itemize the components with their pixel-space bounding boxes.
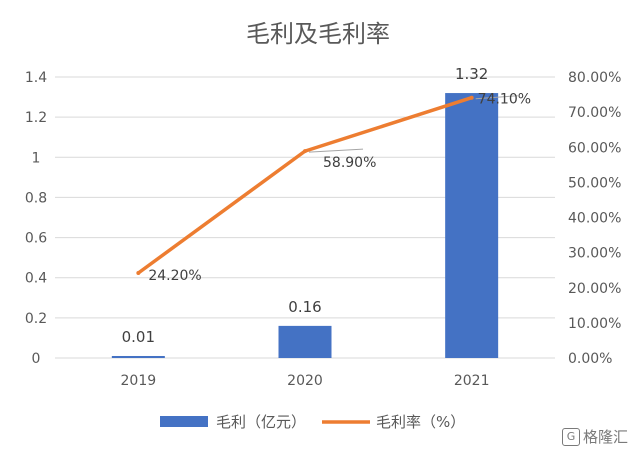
bar	[111, 355, 165, 358]
y-right-tick-label: 60.00%	[568, 140, 621, 156]
bar	[445, 93, 499, 359]
line-data-label: 58.90%	[323, 155, 376, 171]
chart-title: 毛利及毛利率	[246, 20, 390, 48]
watermark: G 格隆汇	[561, 426, 628, 447]
legend-bar-swatch	[160, 416, 208, 427]
bar-data-label: 0.01	[122, 328, 155, 346]
line-series: 24.20% 58.90% 74.10%	[136, 92, 531, 284]
y-right-tick-label: 20.00%	[568, 281, 621, 297]
y-left-tick-label: 1.2	[25, 110, 47, 126]
bar	[278, 325, 332, 358]
y-left-tick-label: 0.6	[25, 231, 47, 247]
x-tick-label: 2019	[121, 373, 157, 389]
y-left-tick-label: 0	[32, 351, 41, 367]
x-tick-label: 2021	[454, 373, 490, 389]
y-right-tick-label: 30.00%	[568, 246, 621, 262]
bar-data-label: 1.32	[455, 65, 488, 83]
line-point	[136, 270, 141, 275]
y-left-tick-label: 1.4	[25, 70, 47, 86]
y-left-tick-label: 1	[32, 150, 41, 166]
y-right-tick-label: 50.00%	[568, 175, 621, 191]
bar-series: 0.01 0.16 1.32	[111, 65, 499, 359]
x-axis-ticks: 2019 2020 2021	[121, 373, 490, 389]
line-data-label: 74.10%	[478, 92, 531, 108]
legend-line-label: 毛利率（%）	[376, 413, 465, 431]
y-left-tick-label: 0.2	[25, 311, 47, 327]
line-data-label: 24.20%	[148, 268, 201, 284]
y-right-tick-label: 10.00%	[568, 316, 621, 332]
left-axis-ticks: 0 0.2 0.4 0.6 0.8 1 1.2 1.4	[25, 70, 47, 367]
watermark-text: 格隆汇	[582, 428, 628, 446]
bar-data-label: 0.16	[288, 298, 321, 316]
label-leader-line	[475, 95, 518, 100]
y-left-tick-label: 0.8	[25, 190, 47, 206]
y-right-tick-label: 70.00%	[568, 105, 621, 121]
y-left-tick-label: 0.4	[25, 271, 47, 287]
legend: 毛利（亿元） 毛利率（%）	[160, 413, 465, 431]
label-leader-line	[308, 148, 364, 153]
line-path	[136, 95, 474, 275]
y-right-tick-label: 0.00%	[568, 351, 612, 367]
legend-bar-label: 毛利（亿元）	[216, 413, 306, 431]
watermark-logo-icon: G	[561, 427, 580, 446]
y-right-tick-label: 80.00%	[568, 70, 621, 86]
x-tick-label: 2020	[287, 373, 323, 389]
line-point	[469, 95, 474, 100]
y-right-tick-label: 40.00%	[568, 211, 621, 227]
right-axis-ticks: 0.00% 10.00% 20.00% 30.00% 40.00% 50.00% 60.00…	[568, 70, 621, 367]
line-point	[303, 149, 307, 154]
